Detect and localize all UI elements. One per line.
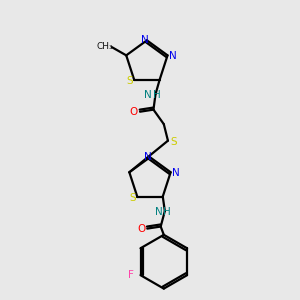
Text: H: H [163, 207, 171, 217]
Text: N: N [155, 207, 163, 217]
Text: N: N [144, 152, 152, 162]
Text: S: S [127, 76, 133, 86]
Text: CH₃: CH₃ [96, 41, 113, 50]
Text: O: O [130, 107, 138, 117]
Text: N: N [141, 35, 149, 45]
Text: H: H [153, 90, 160, 100]
Text: F: F [128, 270, 134, 280]
Text: S: S [171, 137, 178, 147]
Text: O: O [137, 224, 145, 234]
Text: N: N [172, 168, 180, 178]
Text: S: S [130, 193, 136, 202]
Text: N: N [144, 90, 152, 100]
Text: N: N [169, 51, 177, 62]
